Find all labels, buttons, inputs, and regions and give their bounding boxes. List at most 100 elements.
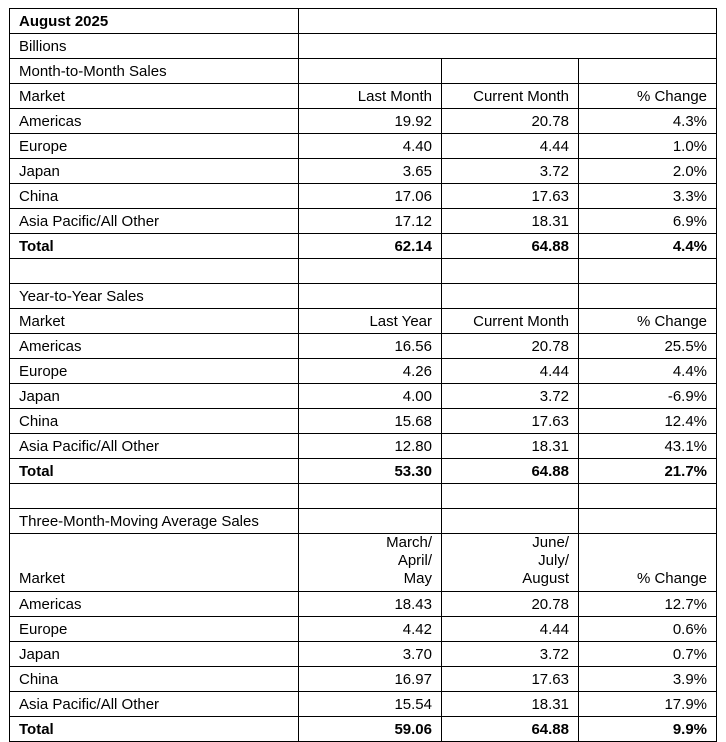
data-row-europe: Europe 4.26 4.44 4.4% [9,358,718,384]
value-cell: 0.7% [577,641,718,667]
data-row-china: China 16.97 17.63 3.9% [9,666,718,692]
spacer-row [9,258,718,284]
market-label: Americas [9,108,299,134]
spacer-row [9,483,718,509]
data-row-japan: Japan 3.70 3.72 0.7% [9,641,718,667]
title-empty-cell [297,8,718,34]
market-label: Americas [9,333,299,359]
column-header-market: Market [9,533,299,592]
value-cell: 17.63 [441,183,579,209]
value-cell: 20.78 [441,108,579,134]
column-header-row: Market March/ April/ May June/ July/ Aug… [9,533,718,592]
total-value: 62.14 [298,233,442,259]
data-row-europe: Europe 4.40 4.44 1.0% [9,133,718,159]
market-label: Europe [9,616,299,642]
value-cell: 18.31 [441,691,579,717]
value-cell: 4.00 [298,383,442,409]
column-header-change: % Change [577,533,718,592]
report-title: August 2025 [9,8,299,34]
value-cell: 6.9% [577,208,718,234]
total-value: 64.88 [441,233,579,259]
value-cell: 1.0% [577,133,718,159]
market-label: Europe [9,358,299,384]
value-cell: 19.92 [298,108,442,134]
market-label: China [9,183,299,209]
value-cell: 3.3% [577,183,718,209]
value-cell: 15.68 [298,408,442,434]
column-header-change: % Change [577,83,718,109]
section-heading-row: Three-Month-Moving Average Sales [9,508,718,534]
column-header-current: Current Month [441,83,579,109]
value-cell: 17.63 [441,666,579,692]
market-label: Japan [9,158,299,184]
market-label: Asia Pacific/All Other [9,433,299,459]
market-label: Asia Pacific/All Other [9,691,299,717]
title-row: August 2025 [9,8,718,34]
value-cell: 25.5% [577,333,718,359]
data-row-americas: Americas 19.92 20.78 4.3% [9,108,718,134]
total-value: 64.88 [441,458,579,484]
value-cell: 18.31 [441,208,579,234]
value-cell: 3.72 [441,158,579,184]
units-label: Billions [9,33,299,59]
column-header-prev: Last Year [298,308,442,334]
value-cell: 3.72 [441,641,579,667]
column-header-row: Market Last Month Current Month % Change [9,83,718,109]
data-row-europe: Europe 4.42 4.44 0.6% [9,616,718,642]
section-heading-row: Year-to-Year Sales [9,283,718,309]
data-row-china: China 15.68 17.63 12.4% [9,408,718,434]
value-cell: 12.4% [577,408,718,434]
value-cell: 16.56 [298,333,442,359]
value-cell: 17.06 [298,183,442,209]
section-heading-row: Month-to-Month Sales [9,58,718,84]
value-cell: 3.72 [441,383,579,409]
total-row: Total 53.30 64.88 21.7% [9,458,718,484]
column-header-prev: Last Month [298,83,442,109]
total-label: Total [9,458,299,484]
value-cell: 4.44 [441,616,579,642]
value-cell: 43.1% [577,433,718,459]
column-header-market: Market [9,308,299,334]
value-cell: 12.7% [577,591,718,617]
value-cell: 4.4% [577,358,718,384]
total-value: 21.7% [577,458,718,484]
market-label: Japan [9,383,299,409]
value-cell: 17.9% [577,691,718,717]
value-cell: 17.63 [441,408,579,434]
data-row-japan: Japan 3.65 3.72 2.0% [9,158,718,184]
value-cell: 4.26 [298,358,442,384]
sales-report-table: August 2025 Billions Month-to-Month Sale… [9,8,718,742]
data-row-americas: Americas 18.43 20.78 12.7% [9,591,718,617]
section-heading: Three-Month-Moving Average Sales [9,508,299,534]
market-label: Americas [9,591,299,617]
total-value: 4.4% [577,233,718,259]
data-row-asia-pacific: Asia Pacific/All Other 12.80 18.31 43.1% [9,433,718,459]
market-label: China [9,408,299,434]
value-cell: 3.70 [298,641,442,667]
value-cell: -6.9% [577,383,718,409]
value-cell: 4.44 [441,133,579,159]
value-cell: 4.3% [577,108,718,134]
value-cell: 16.97 [298,666,442,692]
column-header-current: June/ July/ August [441,533,579,592]
section-heading: Year-to-Year Sales [9,283,299,309]
total-value: 53.30 [298,458,442,484]
value-cell: 4.44 [441,358,579,384]
value-cell: 18.31 [441,433,579,459]
total-row: Total 62.14 64.88 4.4% [9,233,718,259]
data-row-china: China 17.06 17.63 3.3% [9,183,718,209]
market-label: Asia Pacific/All Other [9,208,299,234]
section-heading: Month-to-Month Sales [9,58,299,84]
column-header-row: Market Last Year Current Month % Change [9,308,718,334]
value-cell: 18.43 [298,591,442,617]
value-cell: 4.40 [298,133,442,159]
value-cell: 4.42 [298,616,442,642]
total-label: Total [9,233,299,259]
units-empty-cell [297,33,718,59]
market-label: Japan [9,641,299,667]
value-cell: 20.78 [441,591,579,617]
value-cell: 20.78 [441,333,579,359]
value-cell: 3.9% [577,666,718,692]
value-cell: 17.12 [298,208,442,234]
